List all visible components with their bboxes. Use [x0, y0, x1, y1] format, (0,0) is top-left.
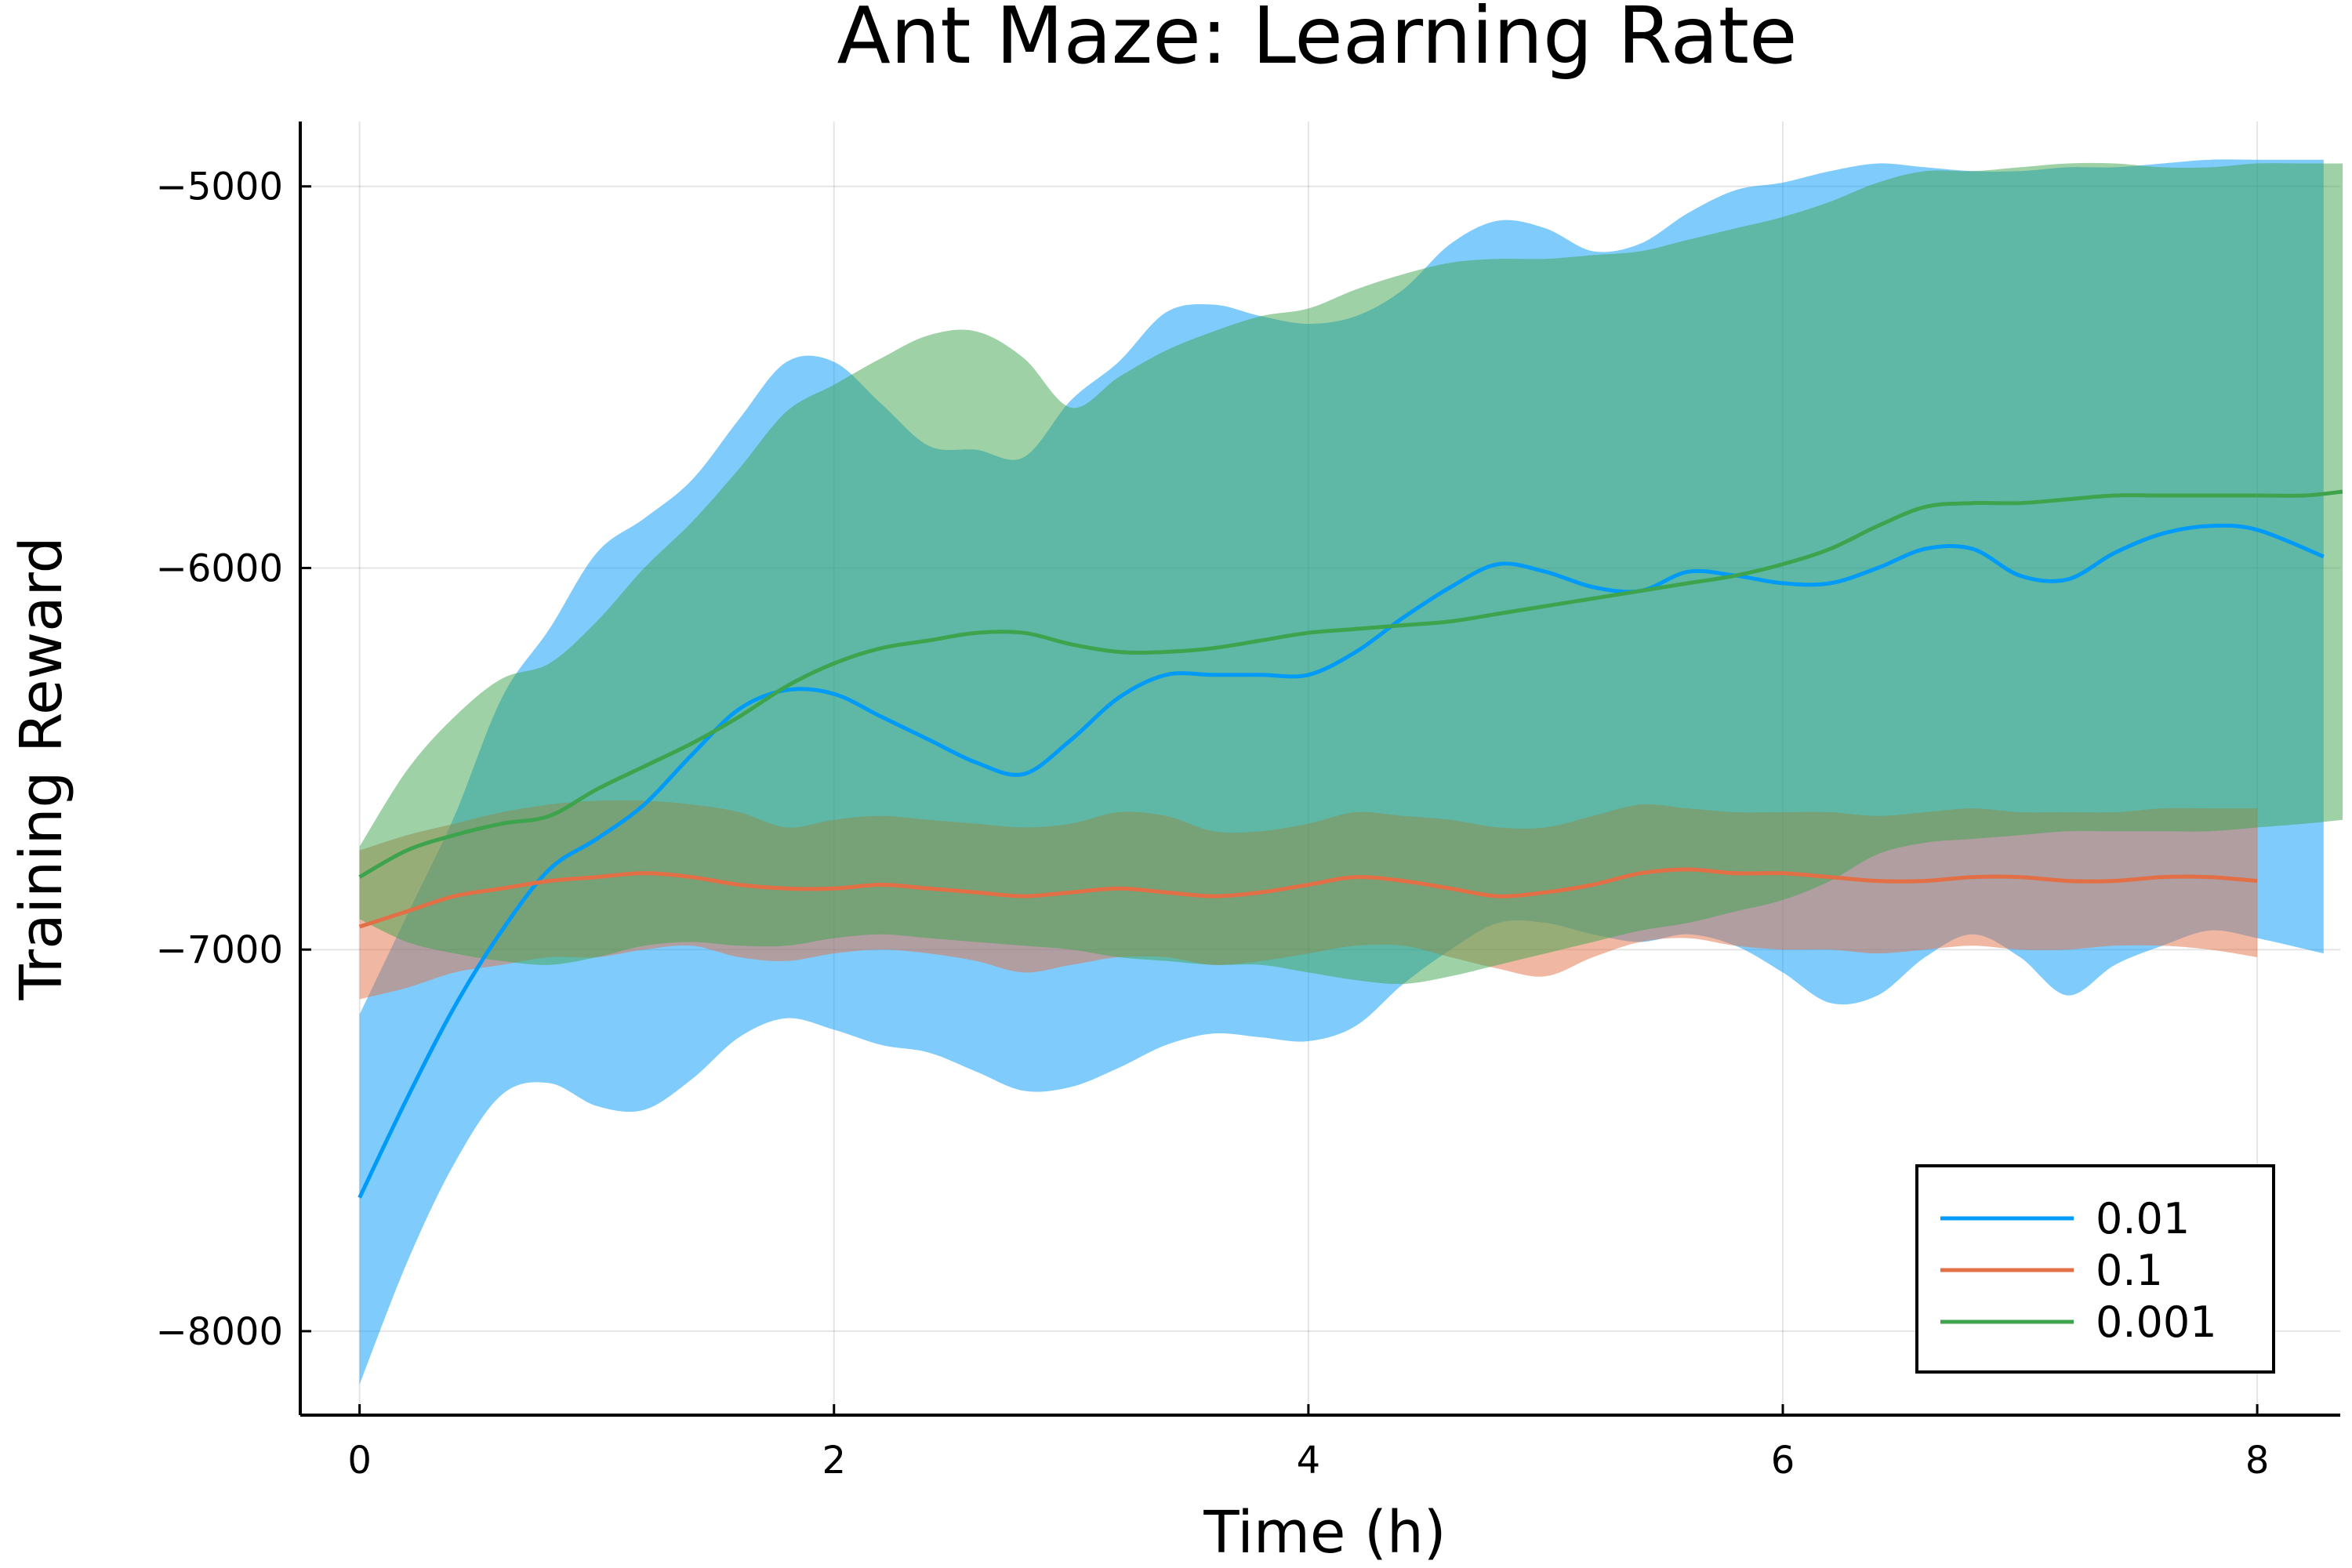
confidence-bands [359, 159, 2343, 1385]
y-axis-label: Training Reward [8, 536, 75, 1000]
band-0.001 [359, 162, 2343, 985]
line-0.1 [358, 867, 2258, 929]
x-tick-label: 2 [822, 1439, 846, 1483]
x-tick-label: 4 [1297, 1439, 1321, 1483]
chart-title: Ant Maze: Learning Rate [837, 0, 1797, 82]
x-tick-label: 6 [1771, 1439, 1795, 1483]
y-tick-label: −5000 [156, 165, 283, 209]
y-ticks: −8000 −7000 −6000 −5000 [156, 165, 311, 1354]
x-tick-label: 8 [2245, 1439, 2270, 1483]
legend: 0.010.10.001 [1915, 1164, 2275, 1374]
x-axis-label: Time (h) [1203, 1499, 1446, 1566]
mean-lines [358, 489, 2343, 1199]
axes [299, 122, 2340, 1417]
y-tick-label: −6000 [156, 546, 283, 590]
x-tick-label: 0 [347, 1439, 372, 1483]
y-tick-label: −7000 [156, 928, 283, 972]
legend-label: 0.001 [2096, 1298, 2217, 1347]
y-tick-label: −8000 [156, 1310, 283, 1354]
legend-label: 0.01 [2096, 1194, 2190, 1243]
line-0.01 [358, 523, 2325, 1199]
x-ticks: 0 2 4 6 8 [347, 1404, 2269, 1483]
line-0.001 [358, 489, 2343, 879]
legend-label: 0.1 [2096, 1246, 2163, 1295]
